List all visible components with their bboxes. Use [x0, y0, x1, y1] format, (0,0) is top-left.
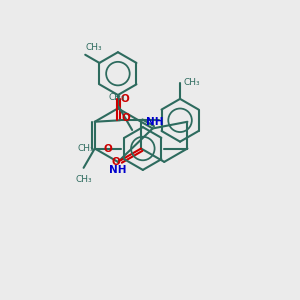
Text: O: O: [120, 94, 129, 104]
Text: CH₃: CH₃: [183, 78, 200, 87]
Text: NH: NH: [109, 165, 127, 175]
Text: CH₃: CH₃: [86, 44, 102, 52]
Text: CH₃: CH₃: [77, 144, 94, 153]
Text: CH₃: CH₃: [109, 93, 126, 102]
Text: O: O: [121, 113, 130, 123]
Text: O: O: [112, 157, 120, 167]
Text: CH₃: CH₃: [75, 175, 92, 184]
Text: NH: NH: [146, 117, 164, 127]
Text: O: O: [104, 143, 112, 154]
